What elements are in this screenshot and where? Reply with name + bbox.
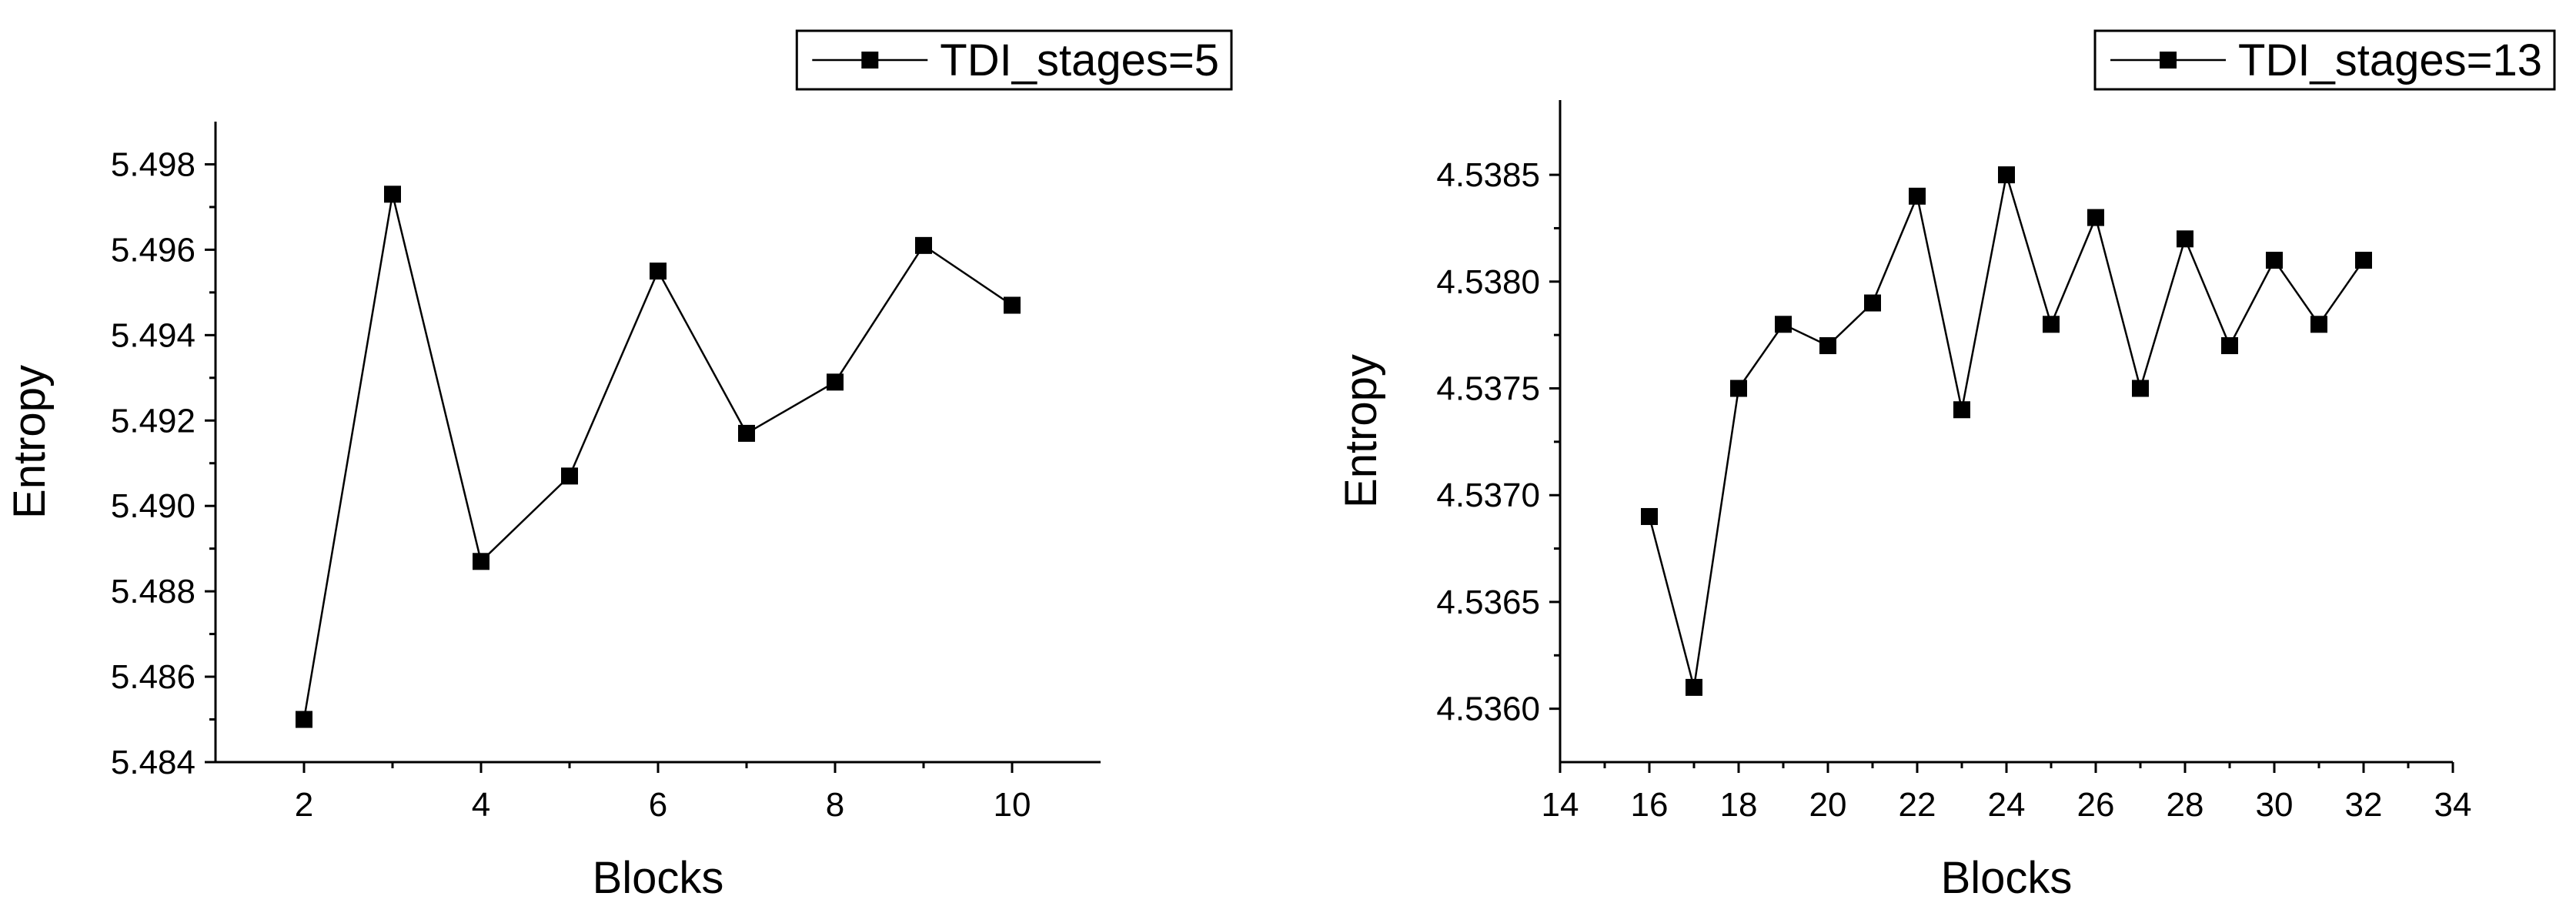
data-point — [2266, 252, 2283, 269]
y-axis-label: Entropy — [5, 365, 55, 519]
x-tick-label: 10 — [994, 786, 1031, 824]
y-tick-label: 4.5385 — [1436, 156, 1540, 194]
data-point — [2132, 380, 2149, 397]
x-tick-label: 28 — [2167, 786, 2204, 824]
data-point — [2087, 209, 2104, 226]
data-point — [2177, 230, 2193, 248]
data-point — [1686, 678, 1702, 696]
x-tick-label: 2 — [295, 786, 313, 824]
y-tick-label: 5.492 — [111, 402, 195, 440]
data-point — [561, 467, 578, 485]
data-point — [2355, 252, 2372, 269]
y-tick-label: 5.484 — [111, 744, 195, 781]
y-tick-label: 5.494 — [111, 316, 195, 354]
x-tick-label: 18 — [1720, 786, 1758, 824]
legend-marker — [861, 52, 879, 69]
x-tick-label: 22 — [1899, 786, 1936, 824]
y-tick-label: 4.5365 — [1436, 584, 1540, 621]
x-tick-label: 26 — [2077, 786, 2115, 824]
data-point — [738, 424, 755, 442]
x-tick-label: 8 — [826, 786, 844, 824]
left-chart: 2 4 6 8 10 5.484 5.486 5.488 5.490 5.492 5.494 5.49… — [5, 29, 1233, 903]
x-tick-label: 6 — [649, 786, 667, 824]
legend-label: TDI_stages=13 — [2238, 35, 2542, 85]
data-point — [1909, 187, 1926, 205]
x-tick-label: 16 — [1631, 786, 1669, 824]
y-tick-label: 5.486 — [111, 658, 195, 696]
x-tick-label: 30 — [2256, 786, 2294, 824]
data-point — [915, 236, 932, 254]
data-point — [2221, 337, 2238, 355]
legend-label: TDI_stages=5 — [940, 35, 1219, 85]
data-point — [650, 263, 667, 280]
data-point — [2043, 316, 2060, 333]
series-line — [1648, 174, 2365, 688]
data-point — [473, 553, 489, 570]
y-tick-label: 5.488 — [111, 573, 195, 610]
y-axis-label: Entropy — [1336, 354, 1386, 508]
x-tick-label: 4 — [472, 786, 490, 824]
y-tick-label: 5.498 — [111, 145, 195, 183]
x-tick-label: 20 — [1809, 786, 1847, 824]
data-point — [2310, 316, 2327, 333]
y-tick-label: 5.490 — [111, 487, 195, 525]
x-tick-label: 34 — [2434, 786, 2472, 824]
y-tick-label: 4.5360 — [1436, 691, 1540, 728]
y-tick-label: 4.5375 — [1436, 370, 1540, 408]
data-point — [1819, 337, 1836, 355]
y-tick-label: 4.5370 — [1436, 477, 1540, 514]
data-point — [1775, 316, 1792, 333]
y-tick-label: 5.496 — [111, 231, 195, 269]
data-point — [827, 373, 844, 391]
x-axis-label: Blocks — [593, 853, 724, 903]
data-point — [296, 711, 312, 728]
legend-marker — [2160, 52, 2177, 69]
data-point — [1864, 294, 1881, 312]
right-chart: 14 16 18 20 22 24 26 28 30 32 34 4.5360 4.5365 4.5370… — [1336, 29, 2556, 903]
data-point — [384, 186, 401, 203]
x-tick-label: 24 — [1988, 786, 2026, 824]
x-tick-label: 14 — [1542, 786, 1579, 824]
data-point — [1004, 296, 1021, 314]
data-point — [1730, 380, 1747, 397]
data-point — [1953, 401, 1970, 419]
x-axis-label: Blocks — [1941, 853, 2073, 903]
y-tick-label: 4.5380 — [1436, 263, 1540, 301]
data-point — [1641, 507, 1658, 525]
x-tick-label: 32 — [2345, 786, 2383, 824]
data-point — [1998, 166, 2015, 184]
